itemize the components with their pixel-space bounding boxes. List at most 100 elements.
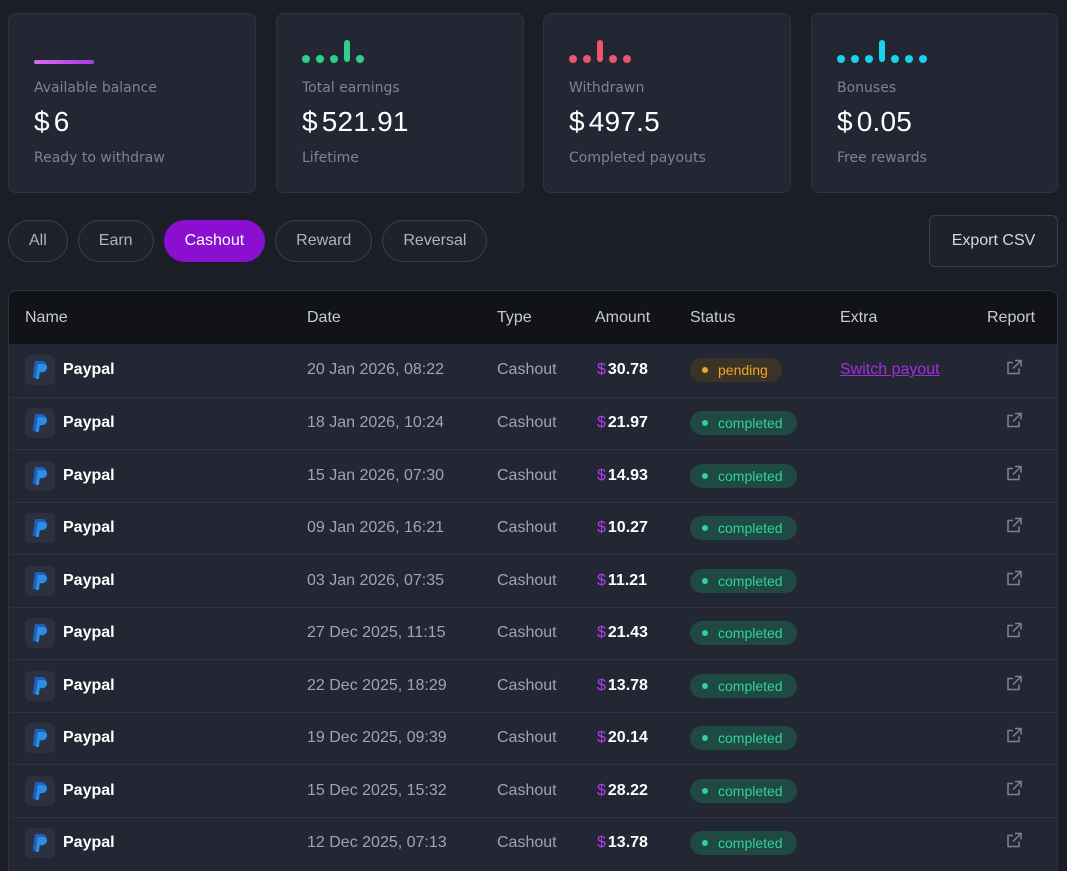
status-dot-icon	[702, 525, 708, 532]
external-link-icon	[1005, 413, 1023, 434]
paypal-icon	[25, 618, 55, 649]
provider-cell: Paypal	[25, 618, 115, 649]
row-date: 22 Dec 2025, 18:29	[307, 676, 447, 694]
row-amount: $21.43	[597, 624, 648, 642]
report-button[interactable]	[1005, 569, 1023, 592]
currency-symbol: $	[597, 571, 606, 589]
provider-cell: Paypal	[25, 460, 115, 491]
row-type: Cashout	[497, 676, 557, 694]
row-amount: $10.27	[597, 519, 648, 537]
stat-amount: 497.5	[588, 106, 660, 137]
paypal-icon	[25, 828, 55, 859]
provider-cell: Paypal	[25, 775, 115, 806]
column-header-name: Name	[25, 308, 68, 326]
stat-amount: 0.05	[856, 106, 913, 137]
provider-cell: Paypal	[25, 355, 115, 386]
stat-card-bonuses: Bonuses $0.05 Free rewards	[811, 13, 1058, 193]
export-csv-button[interactable]: Export CSV	[929, 215, 1058, 267]
provider-name: Paypal	[63, 624, 115, 642]
stat-value: $497.5	[569, 106, 660, 138]
status-badge: completed	[690, 831, 797, 856]
amount-value: 21.97	[607, 414, 648, 432]
amount-value: 28.22	[607, 781, 648, 799]
status-badge: pending	[690, 358, 782, 383]
row-date: 12 Dec 2025, 07:13	[307, 834, 447, 852]
amount-value: 13.78	[607, 676, 648, 694]
external-link-icon	[1005, 780, 1023, 801]
provider-cell: Paypal	[25, 565, 115, 596]
external-link-icon	[1005, 728, 1023, 749]
status-dot-icon	[702, 735, 708, 742]
status-dot-icon	[702, 630, 708, 637]
filter-tab-all[interactable]: All	[8, 220, 68, 262]
filter-tab-earn[interactable]: Earn	[77, 220, 154, 262]
provider-name: Paypal	[63, 676, 115, 694]
filter-tab-cashout[interactable]: Cashout	[163, 220, 266, 262]
status-cell: completed	[690, 673, 797, 698]
provider-cell: Paypal	[25, 723, 115, 754]
external-link-icon	[1005, 360, 1023, 381]
stat-value: $6	[34, 106, 70, 138]
balance-accent-line	[34, 39, 94, 64]
report-button[interactable]	[1005, 464, 1023, 487]
stat-subtitle: Ready to withdraw	[34, 150, 165, 166]
table-row: Paypal 27 Dec 2025, 11:15 Cashout $21.43…	[9, 606, 1057, 659]
stat-label: Total earnings	[302, 80, 400, 96]
amount-value: 10.27	[607, 519, 648, 537]
paypal-icon	[25, 513, 55, 544]
transactions-table: Name Date Type Amount Status Extra Repor…	[8, 290, 1058, 871]
status-text: pending	[718, 362, 768, 379]
stat-value: $0.05	[837, 106, 912, 138]
amount-value: 30.78	[607, 361, 648, 379]
status-dot-icon	[702, 367, 708, 374]
external-link-icon	[1005, 518, 1023, 539]
column-header-amount: Amount	[595, 308, 651, 326]
report-button[interactable]	[1005, 622, 1023, 645]
row-date: 20 Jan 2026, 08:22	[307, 361, 445, 379]
currency-symbol: $	[302, 106, 318, 137]
stat-amount: 6	[53, 106, 70, 137]
column-header-extra: Extra	[840, 308, 878, 326]
provider-cell: Paypal	[25, 408, 115, 439]
report-button[interactable]	[1005, 832, 1023, 855]
report-button[interactable]	[1005, 674, 1023, 697]
column-header-status: Status	[690, 308, 736, 326]
currency-symbol: $	[597, 781, 606, 799]
filter-tab-reward[interactable]: Reward	[275, 220, 373, 262]
report-button[interactable]	[1005, 727, 1023, 750]
status-dot-icon	[702, 472, 708, 479]
currency-symbol: $	[597, 466, 606, 484]
paypal-icon	[25, 670, 55, 701]
report-button[interactable]	[1005, 517, 1023, 540]
row-type: Cashout	[497, 414, 557, 432]
currency-symbol: $	[597, 834, 606, 852]
column-header-report: Report	[987, 308, 1036, 326]
status-text: completed	[718, 467, 783, 484]
switch-payout-link[interactable]: Switch payout	[840, 361, 940, 379]
row-date: 15 Jan 2026, 07:30	[307, 466, 445, 484]
stat-card-available-balance: Available balance $6 Ready to withdraw	[8, 13, 256, 193]
paypal-icon	[25, 355, 55, 386]
stat-subtitle: Lifetime	[302, 150, 359, 166]
provider-cell: Paypal	[25, 670, 115, 701]
status-text: completed	[718, 782, 783, 799]
row-amount: $13.78	[597, 834, 648, 852]
status-cell: completed	[690, 778, 797, 803]
filter-tab-reversal[interactable]: Reversal	[382, 220, 488, 262]
report-button[interactable]	[1005, 412, 1023, 435]
amount-value: 11.21	[607, 571, 648, 589]
report-button[interactable]	[1005, 359, 1023, 382]
paypal-icon	[25, 775, 55, 806]
provider-name: Paypal	[63, 834, 115, 852]
status-text: completed	[718, 625, 783, 642]
paypal-icon	[25, 460, 55, 491]
row-type: Cashout	[497, 781, 557, 799]
stat-subtitle: Free rewards	[837, 150, 927, 166]
stat-amount: 521.91	[321, 106, 409, 137]
report-button[interactable]	[1005, 779, 1023, 802]
table-row: Paypal 15 Jan 2026, 07:30 Cashout $14.93…	[9, 449, 1057, 502]
withdrawn-dots-decoration	[569, 39, 631, 63]
row-date: 15 Dec 2025, 15:32	[307, 781, 447, 799]
amount-value: 14.93	[607, 466, 648, 484]
stat-label: Withdrawn	[569, 80, 645, 96]
